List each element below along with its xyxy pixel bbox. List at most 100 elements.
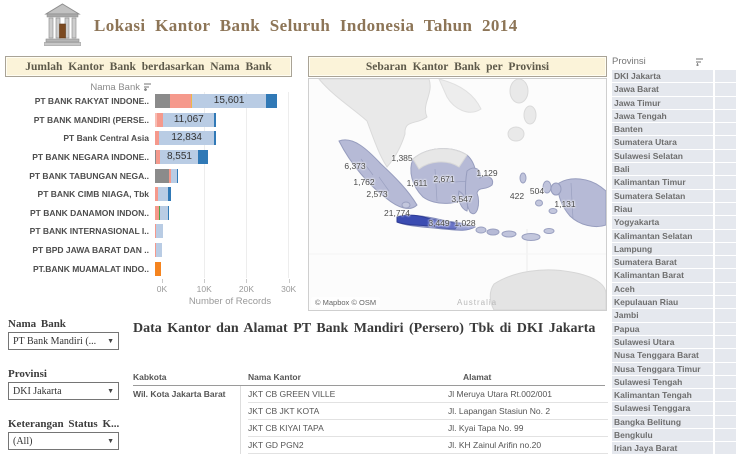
bar-segment-gray[interactable] bbox=[155, 150, 157, 165]
province-row[interactable]: Bengkulu bbox=[612, 429, 736, 443]
map-province-value[interactable]: 1,385 bbox=[391, 153, 413, 163]
province-row[interactable]: Sumatera Utara bbox=[612, 136, 736, 150]
bar-segment-lightblue[interactable] bbox=[160, 205, 168, 220]
map-province-value[interactable]: 1,611 bbox=[406, 178, 428, 188]
province-row[interactable]: Lampung bbox=[612, 242, 736, 257]
bank-name-label[interactable]: PT BANK DANAMON INDON.. bbox=[30, 207, 149, 218]
bar-segment-salmon[interactable] bbox=[155, 224, 157, 239]
bar-segment-darkblue[interactable] bbox=[167, 205, 169, 220]
province-row[interactable]: Aceh bbox=[612, 282, 736, 297]
province-row[interactable]: Riau bbox=[612, 202, 736, 217]
bank-name-label[interactable]: PT BANK RAKYAT INDONE.. bbox=[34, 96, 149, 107]
cell-alamat[interactable]: Jl. Kyai Tapa No. 99 bbox=[448, 423, 524, 433]
bar-segment-lightblue[interactable] bbox=[156, 224, 163, 239]
bar-segment-lightblue[interactable] bbox=[170, 168, 177, 183]
bar-segment-salmon[interactable] bbox=[156, 150, 161, 165]
map-province-value[interactable]: 422 bbox=[509, 191, 525, 201]
map-province-value[interactable]: 1,131 bbox=[554, 199, 576, 209]
province-row[interactable]: Sumatera Barat bbox=[612, 256, 736, 270]
bank-name-label[interactable]: PT Bank Central Asia bbox=[63, 133, 149, 144]
table-row[interactable]: JKT GD PGN2 Jl. KH Zainul Arifin no.20 bbox=[248, 437, 608, 454]
bank-name-label[interactable]: PT.BANK MUAMALAT INDO.. bbox=[33, 263, 149, 274]
cell-nama-kantor[interactable]: JKT CB JKT KOTA bbox=[248, 406, 320, 416]
bar-segment-salmon[interactable] bbox=[169, 94, 191, 109]
bar-segment-green[interactable] bbox=[159, 205, 161, 220]
bar-segment-darkblue[interactable] bbox=[198, 150, 208, 165]
cell-nama-kantor[interactable]: JKT GD PGN2 bbox=[248, 440, 304, 450]
column-header-nama-kantor[interactable]: Nama Kantor bbox=[248, 372, 301, 382]
province-row[interactable]: Nusa Tenggara Timur bbox=[612, 362, 736, 376]
bar-segment-lightblue[interactable] bbox=[159, 131, 215, 146]
province-row[interactable]: Bangka Belitung bbox=[612, 415, 736, 430]
bar-segment-lightblue[interactable] bbox=[157, 187, 168, 202]
bank-name-label[interactable]: PT BANK TABUNGAN NEGA.. bbox=[29, 170, 149, 181]
sort-icon[interactable] bbox=[143, 83, 152, 94]
bar-segment-salmon[interactable] bbox=[157, 112, 164, 127]
chevron-down-icon[interactable]: ▼ bbox=[107, 387, 114, 395]
map-province-value[interactable]: 504 bbox=[529, 186, 545, 196]
filter-dropdown[interactable]: (All) ▼ bbox=[8, 432, 119, 450]
cell-alamat[interactable]: Jl. KH Zainul Arifin no.20 bbox=[448, 440, 542, 450]
province-row[interactable]: Jawa Barat bbox=[612, 83, 736, 97]
bar-segment-salmon[interactable] bbox=[155, 131, 160, 146]
map-province-value[interactable]: 3,547 bbox=[451, 194, 473, 204]
province-row[interactable]: Nusa Tenggara Barat bbox=[612, 349, 736, 363]
map-province-value[interactable]: 1,762 bbox=[353, 177, 375, 187]
map-province-value[interactable]: 2,671 bbox=[433, 174, 455, 184]
bar-segment-gray[interactable] bbox=[155, 94, 170, 109]
filter-dropdown[interactable]: PT Bank Mandiri (... ▼ bbox=[8, 332, 119, 350]
map-province-value[interactable]: 3,449 bbox=[428, 218, 450, 228]
province-row[interactable]: Jawa Timur bbox=[612, 96, 736, 110]
cell-nama-kantor[interactable]: JKT CB GREEN VILLE bbox=[248, 389, 336, 399]
province-row[interactable]: Bali bbox=[612, 163, 736, 177]
filter-dropdown[interactable]: DKI Jakarta ▼ bbox=[8, 382, 119, 400]
bar-segment-lightblue[interactable] bbox=[160, 150, 199, 165]
map-province-value[interactable]: 21,774 bbox=[384, 208, 410, 218]
map-province-value[interactable]: 2,573 bbox=[366, 189, 388, 199]
map-attribution[interactable]: © Mapbox © OSM bbox=[311, 297, 381, 308]
province-row[interactable]: Yogyakarta bbox=[612, 216, 736, 230]
chevron-down-icon[interactable]: ▼ bbox=[107, 437, 114, 445]
map-province-value[interactable]: 1,028 bbox=[454, 218, 476, 228]
bar-segment-lightblue[interactable] bbox=[156, 243, 163, 258]
bar-segment-darkblue[interactable] bbox=[266, 94, 278, 109]
bar-segment-lightblue[interactable] bbox=[163, 112, 215, 127]
bar-segment-darkblue[interactable] bbox=[167, 187, 172, 202]
table-row[interactable]: JKT CB KIYAI TAPA Jl. Kyai Tapa No. 99 bbox=[248, 420, 608, 437]
chevron-down-icon[interactable]: ▼ bbox=[107, 337, 114, 345]
sort-icon[interactable] bbox=[695, 57, 704, 69]
bar-segment-salmon[interactable] bbox=[168, 168, 171, 183]
bar-segment-pink[interactable] bbox=[155, 112, 158, 127]
province-row[interactable]: Sulawesi Utara bbox=[612, 335, 736, 350]
map-province-value[interactable]: 6,373 bbox=[344, 161, 366, 171]
bar-segment-darkblue[interactable] bbox=[214, 112, 217, 127]
map-province-value[interactable]: 1,129 bbox=[476, 168, 498, 178]
bar-segment-orange[interactable] bbox=[155, 261, 162, 276]
bar-segment-gray[interactable] bbox=[155, 168, 169, 183]
column-header-alamat[interactable]: Alamat bbox=[463, 372, 492, 382]
province-row[interactable]: Kalimantan Selatan bbox=[612, 229, 736, 243]
province-row[interactable]: Sulawesi Selatan bbox=[612, 149, 736, 164]
cell-nama-kantor[interactable]: JKT CB KIYAI TAPA bbox=[248, 423, 324, 433]
province-row[interactable]: Kalimantan Timur bbox=[612, 176, 736, 190]
province-row[interactable]: Kalimantan Barat bbox=[612, 269, 736, 283]
table-row[interactable]: JKT CB GREEN VILLE Jl Meruya Utara Rt.002… bbox=[248, 386, 608, 403]
table-kabkota-cell[interactable]: Wil. Kota Jakarta Barat bbox=[133, 389, 226, 399]
bar-segment-darkblue[interactable] bbox=[176, 168, 179, 183]
bar-segment-salmon[interactable] bbox=[155, 187, 158, 202]
bank-name-label[interactable]: PT BPD JAWA BARAT DAN .. bbox=[32, 245, 149, 256]
indonesia-map[interactable]: 6,373 1,385 1,762 2,573 21,774 3,449 1,028 1,61… bbox=[308, 78, 607, 311]
province-row[interactable]: Sumatera Selatan bbox=[612, 189, 736, 203]
bank-name-label[interactable]: PT BANK INTERNASIONAL I.. bbox=[29, 226, 149, 237]
cell-alamat[interactable]: Jl. Lapangan Stasiun No. 2 bbox=[448, 406, 551, 416]
province-row[interactable]: Jawa Tengah bbox=[612, 109, 736, 124]
bank-name-label[interactable]: PT BANK MANDIRI (PERSE.. bbox=[33, 114, 149, 125]
province-row[interactable]: Sulawesi Tengah bbox=[612, 375, 736, 390]
bar-segment-darkblue[interactable] bbox=[214, 131, 217, 146]
province-row[interactable]: Irian Jaya Barat bbox=[612, 442, 736, 454]
province-row[interactable]: Papua bbox=[612, 322, 736, 336]
bar-segment-salmon[interactable] bbox=[155, 205, 160, 220]
province-row[interactable]: Kalimantan Tengah bbox=[612, 389, 736, 403]
bank-name-label[interactable]: PT BANK CIMB NIAGA, Tbk bbox=[37, 189, 149, 200]
bar-segment-salmon[interactable] bbox=[155, 243, 157, 258]
